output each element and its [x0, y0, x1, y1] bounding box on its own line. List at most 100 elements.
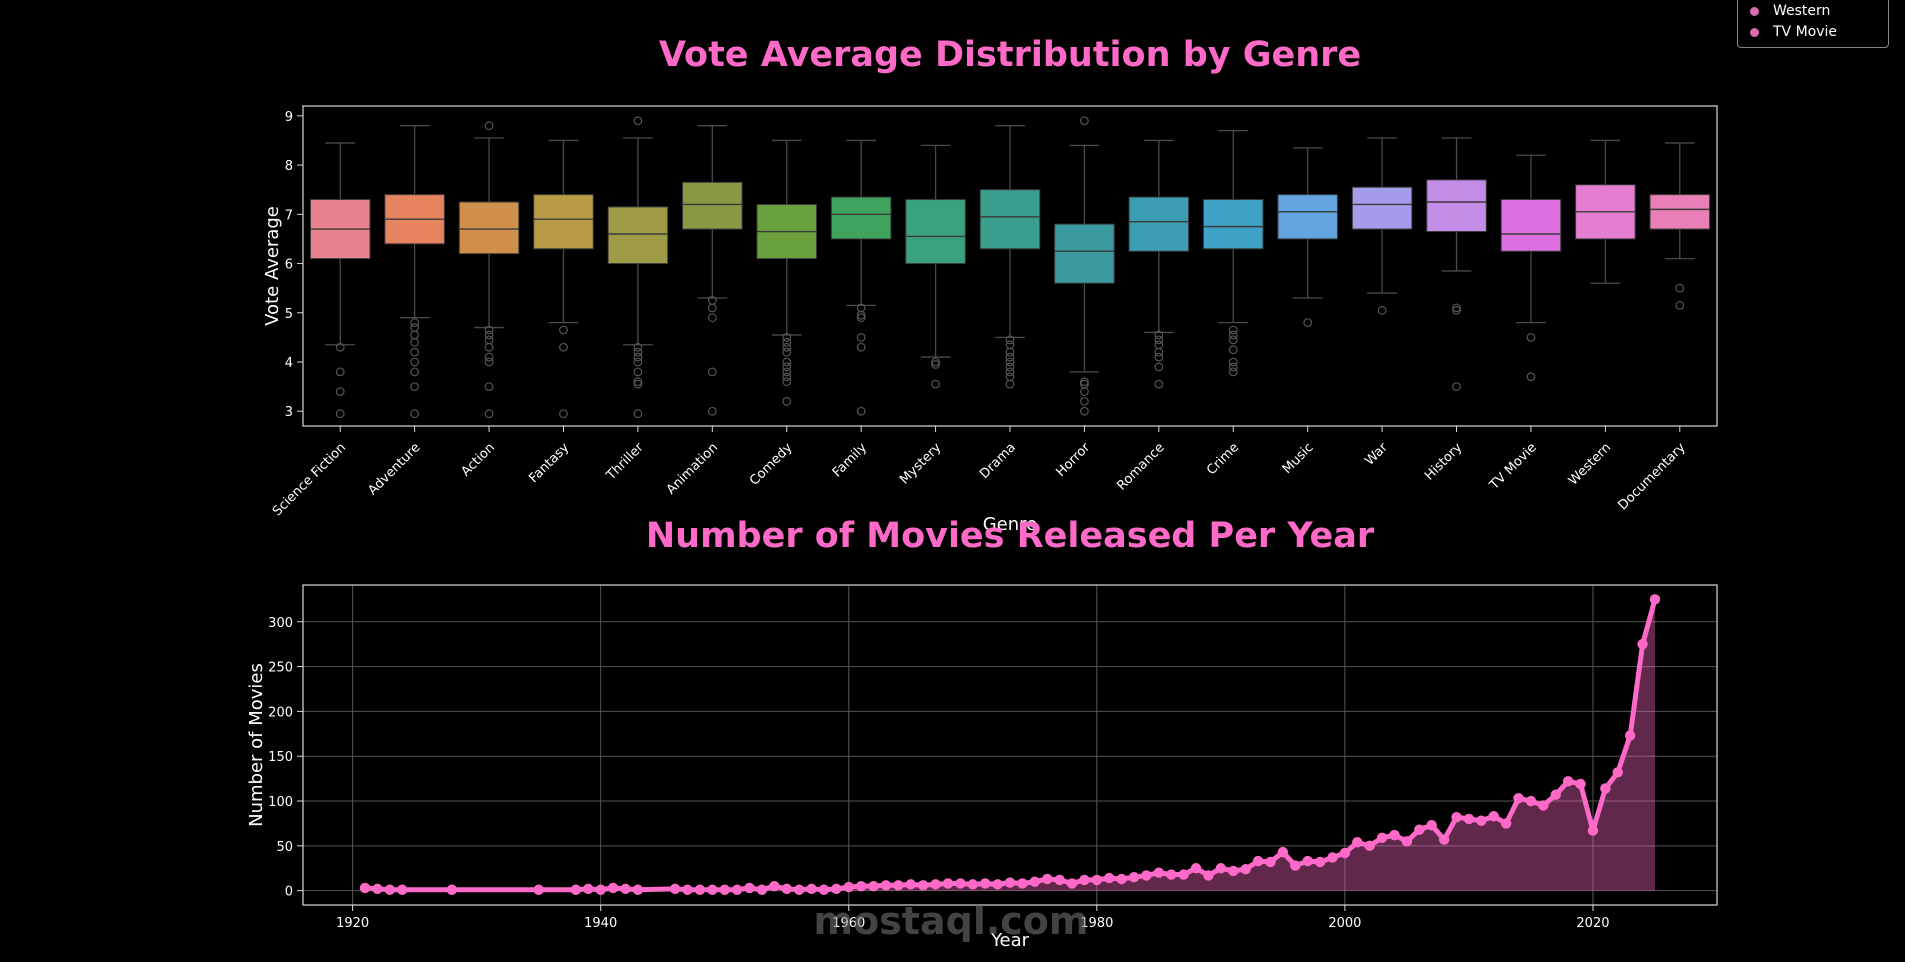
box-outlier-point	[484, 352, 494, 362]
box-mystery	[905, 144, 966, 389]
box-outlier-point	[1228, 330, 1238, 340]
box-outlier-point	[633, 357, 643, 367]
box-outlier-point	[1526, 372, 1536, 382]
box-x-tick-label: Action	[458, 440, 497, 479]
box-y-tick-label: 8	[285, 159, 293, 174]
movies-data-point	[1190, 863, 1202, 874]
box-x-tick-label: Science Fiction	[270, 440, 349, 519]
movies-data-point	[1513, 793, 1524, 804]
box-horror	[1054, 116, 1115, 416]
box-outlier-point	[1154, 330, 1164, 340]
line-y-axis-label: Number of Movies	[246, 663, 267, 827]
box-chart: Vote Average Distribution by Genre 3 4 5 6 7…	[262, 35, 1718, 535]
movies-data-point	[744, 882, 755, 894]
box-body	[1351, 186, 1413, 230]
movies-data-point	[1426, 820, 1437, 831]
movies-data-point	[1575, 778, 1586, 790]
box-outlier-point	[410, 337, 420, 347]
box-outlier-point	[931, 379, 940, 389]
box-outlier-point	[484, 330, 494, 340]
box-outlier-point	[1005, 372, 1015, 382]
box-comedy	[756, 139, 818, 406]
box-outlier-point	[484, 335, 494, 345]
box-body	[1128, 196, 1190, 252]
box-outlier-point	[484, 342, 494, 352]
box-x-tick-label: Horror	[1054, 440, 1094, 480]
movies-data-point	[583, 883, 594, 895]
box-outlier-point	[782, 362, 792, 372]
movies-data-point	[1079, 874, 1090, 886]
movies-data-point	[1178, 869, 1189, 880]
box-drama	[979, 125, 1041, 389]
box-body	[533, 194, 594, 250]
box-outlier-point	[410, 323, 420, 332]
legend-box: Western TV Movie	[1737, 0, 1889, 48]
box-outlier-point	[1675, 300, 1685, 310]
movies-data-point	[967, 879, 978, 890]
box-outlier-point	[1154, 352, 1164, 362]
line-x-tick-label: 1940	[584, 916, 617, 931]
box-outlier-point	[1154, 335, 1164, 345]
movies-data-point	[1476, 815, 1487, 826]
box-outlier-point	[931, 360, 940, 369]
movies-data-point	[905, 879, 916, 890]
box-family	[830, 139, 892, 416]
box-x-tick-label: Documentary	[1616, 440, 1689, 513]
line-y-tick-label: 100	[268, 795, 293, 810]
box-outlier-point	[856, 310, 866, 320]
box-outlier-point	[484, 382, 494, 392]
box-outlier-point	[782, 332, 792, 342]
movies-data-point	[1414, 824, 1425, 835]
movies-data-point	[1116, 873, 1127, 885]
box-outlier-point	[782, 347, 792, 357]
movies-data-point	[1153, 867, 1165, 878]
movies-data-point	[1054, 874, 1065, 886]
movies-data-point	[1438, 834, 1450, 845]
box-outlier-point	[633, 367, 643, 377]
movies-data-point	[694, 884, 706, 895]
box-x-tick-label: Crime	[1204, 440, 1242, 478]
legend-label: TV Movie	[1773, 24, 1838, 40]
box-outlier-point	[931, 357, 940, 367]
box-outlier-point	[1452, 303, 1461, 313]
movies-data-point	[1389, 829, 1400, 841]
movies-data-point	[1265, 856, 1276, 868]
box-outlier-point	[782, 342, 792, 352]
box-outlier-point	[559, 342, 568, 352]
movies-data-point	[1612, 767, 1623, 778]
box-fantasy	[533, 139, 594, 419]
box-y-tick-label: 5	[285, 307, 293, 322]
movies-data-point	[1240, 863, 1251, 875]
box-outlier-point	[410, 357, 420, 367]
movies-data-point	[570, 884, 582, 895]
box-outlier-point	[1228, 345, 1238, 355]
box-thriller	[607, 116, 669, 419]
movies-data-point	[1488, 811, 1499, 822]
box-body	[458, 201, 520, 255]
movies-data-point	[1637, 638, 1648, 650]
movies-data-point	[1290, 860, 1301, 871]
movies-data-point	[1538, 800, 1549, 811]
box-outlier-point	[1080, 406, 1089, 416]
box-outlier-point	[1005, 347, 1015, 357]
box-outlier-point	[1452, 382, 1461, 392]
box-y-tick-label: 7	[285, 208, 293, 223]
box-x-tick-label: Music	[1280, 440, 1317, 477]
movies-data-point	[1352, 837, 1363, 848]
movies-data-point	[1203, 870, 1214, 881]
movies-data-point	[397, 884, 408, 895]
box-outlier-point	[410, 382, 420, 392]
box-adventure	[384, 125, 445, 419]
line-x-tick-label: 1920	[336, 916, 369, 931]
box-romance	[1128, 139, 1190, 389]
movies-data-point	[769, 880, 780, 892]
movies-data-point	[359, 882, 371, 894]
box-outlier-point	[1228, 325, 1238, 335]
box-western	[1575, 139, 1636, 284]
box-outlier-point	[335, 387, 345, 396]
box-outlier-point	[633, 342, 643, 352]
movies-data-point	[855, 880, 867, 892]
box-x-tick-label: Comedy	[747, 440, 796, 489]
movies-data-point	[719, 884, 730, 895]
